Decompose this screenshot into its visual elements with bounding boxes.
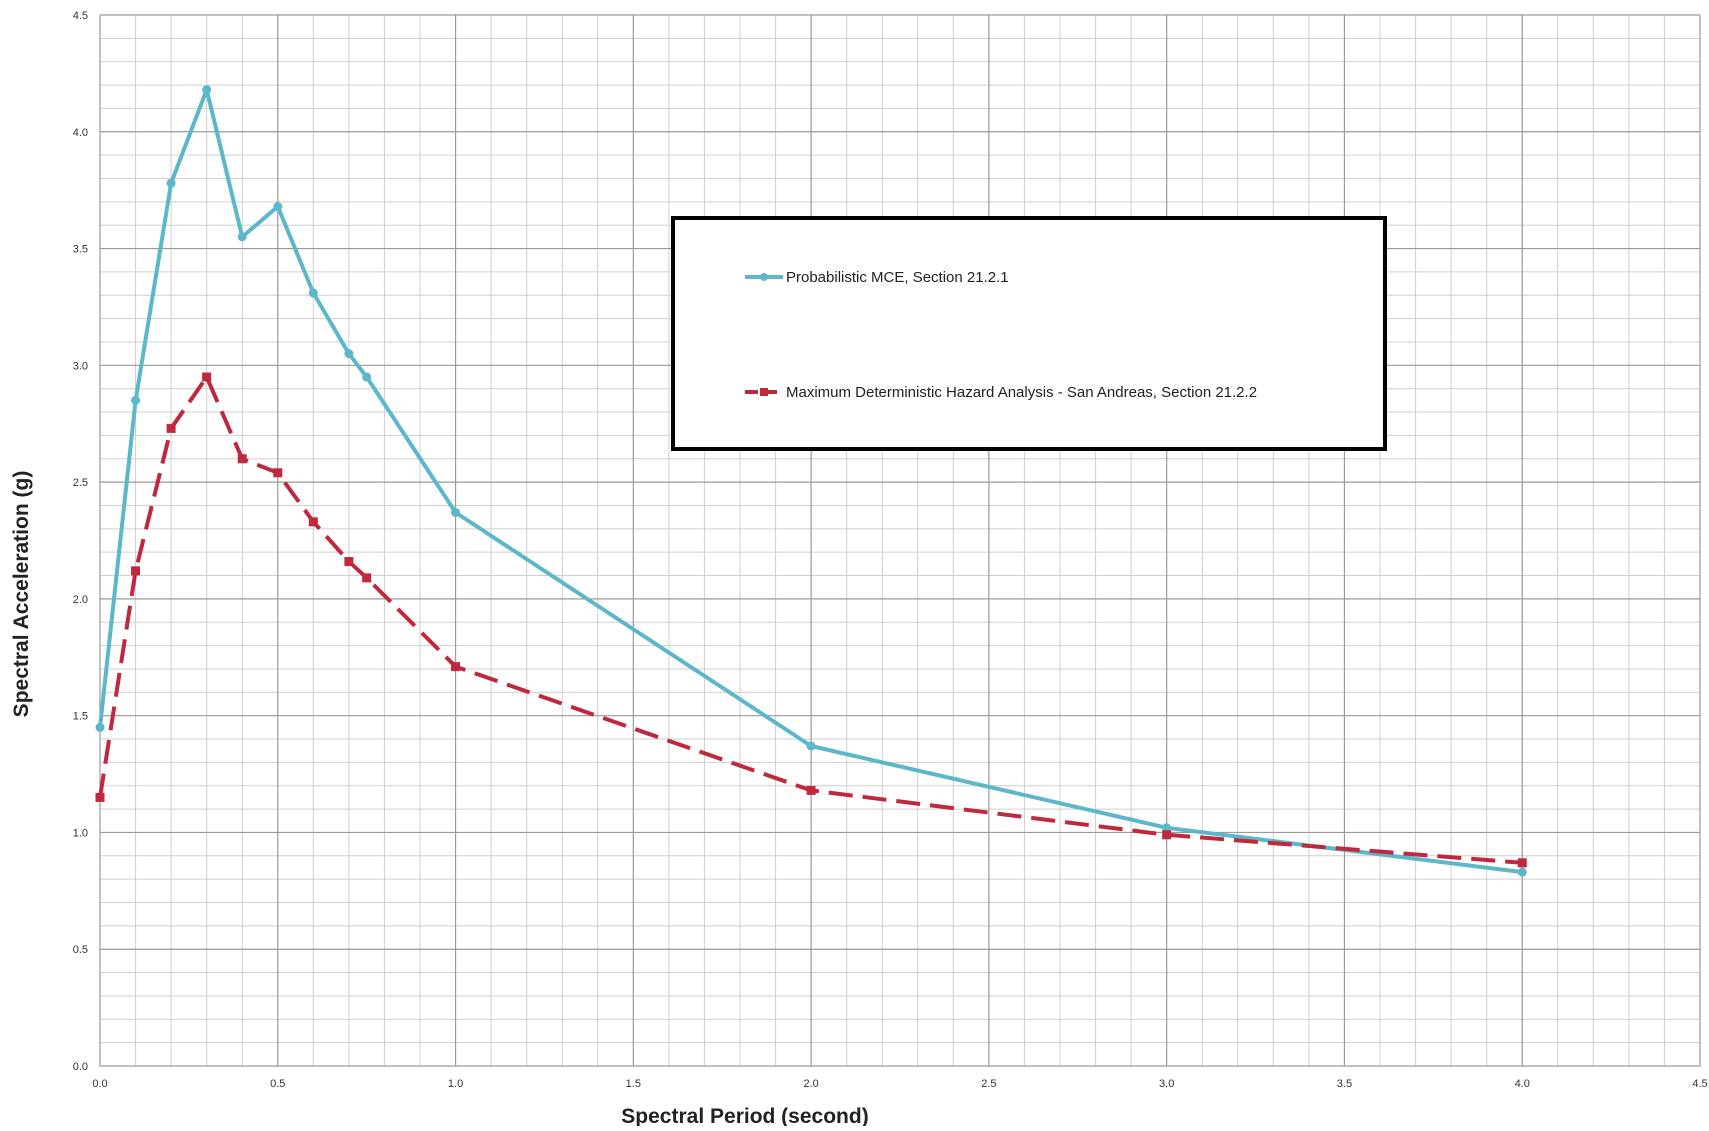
series-1: [95, 372, 1527, 868]
x-tick-label: 2.5: [981, 1078, 996, 1090]
data-point: [362, 573, 372, 583]
legend-swatch-marker: [760, 388, 768, 396]
x-tick-label: 0.5: [270, 1078, 285, 1090]
y-axis-title: Spectral Acceleration (g): [10, 471, 33, 718]
x-tick-label: 4.0: [1515, 1078, 1530, 1090]
legend-label-deterministic: Maximum Deterministic Hazard Analysis - …: [786, 384, 1257, 401]
x-tick-label: 3.5: [1337, 1078, 1352, 1090]
data-point: [1517, 867, 1527, 877]
grid-major: [99, 14, 1701, 1067]
y-tick-label: 1.0: [73, 827, 88, 839]
data-point: [95, 792, 105, 802]
x-tick-label: 0.0: [92, 1078, 107, 1090]
x-tick-label: 1.0: [448, 1078, 463, 1090]
data-point: [237, 232, 247, 242]
data-point: [131, 566, 141, 576]
legend-item-probabilistic: Probabilistic MCE, Section 21.2.1: [745, 269, 1009, 286]
legend: Probabilistic MCE, Section 21.2.1 Maximu…: [671, 216, 1387, 451]
grid-minor: [100, 15, 1700, 1066]
data-point: [451, 507, 461, 517]
y-tick-label: 0.0: [73, 1061, 88, 1073]
data-point: [131, 395, 141, 405]
data-point: [166, 178, 176, 188]
data-point: [202, 85, 212, 95]
series-layer: [95, 85, 1527, 877]
data-point: [202, 372, 212, 382]
data-point: [362, 372, 372, 382]
data-point: [1162, 830, 1172, 840]
x-tick-label: 2.0: [803, 1078, 818, 1090]
data-point: [237, 454, 247, 464]
legend-label-probabilistic: Probabilistic MCE, Section 21.2.1: [786, 269, 1009, 286]
y-tick-labels: 0.0 0.5 1.0 1.5 2.0 2.5 3.0 3.5 4.0 4.5: [73, 10, 88, 1073]
data-point: [308, 288, 318, 298]
data-point: [1517, 858, 1527, 868]
data-point: [344, 349, 354, 359]
x-tick-labels: 0.0 0.5 1.0 1.5 2.0 2.5 3.0 3.5 4.0 4.5: [92, 1078, 1707, 1090]
legend-box: [671, 216, 1387, 451]
data-point: [451, 662, 461, 672]
data-point: [806, 785, 816, 795]
data-point: [1162, 823, 1172, 833]
x-tick-label: 3.0: [1159, 1078, 1174, 1090]
y-tick-label: 2.5: [73, 477, 88, 489]
data-point: [273, 202, 283, 212]
y-tick-label: 3.0: [73, 360, 88, 372]
data-point: [308, 517, 318, 527]
y-tick-label: 3.5: [73, 244, 88, 256]
y-tick-label: 4.5: [73, 10, 88, 22]
series-0: [95, 85, 1527, 877]
data-point: [806, 741, 816, 751]
y-tick-label: 1.5: [73, 711, 88, 723]
x-tick-label: 4.5: [1692, 1078, 1707, 1090]
x-tick-label: 1.5: [626, 1078, 641, 1090]
y-tick-label: 4.0: [73, 127, 88, 139]
data-point: [273, 468, 283, 478]
y-tick-label: 2.0: [73, 594, 88, 606]
x-axis-title: Spectral Period (second): [621, 1105, 868, 1126]
plot-frame: [99, 14, 1701, 1067]
legend-swatch-marker: [760, 273, 768, 281]
legend-item-deterministic: Maximum Deterministic Hazard Analysis - …: [745, 384, 1257, 401]
y-tick-label: 0.5: [73, 944, 88, 956]
data-point: [344, 557, 354, 567]
data-point: [95, 722, 105, 732]
data-point: [166, 423, 176, 433]
